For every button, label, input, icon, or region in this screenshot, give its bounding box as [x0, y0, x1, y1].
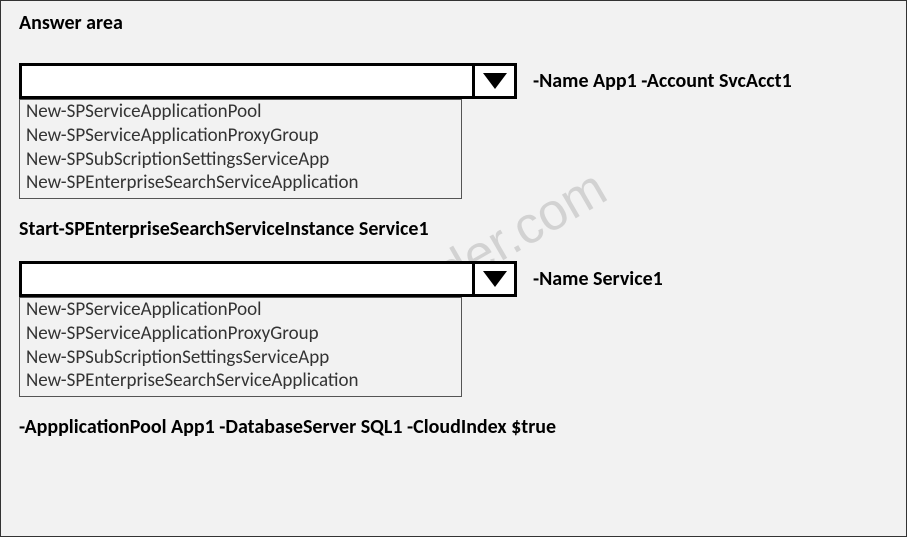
dropdown-1-option[interactable]: New-SPServiceApplicationProxyGroup [26, 124, 455, 148]
dropdown-2-suffix: -Name Service1 [533, 267, 663, 291]
dropdown-1-option[interactable]: New-SPEnterpriseSearchServiceApplication [26, 171, 455, 195]
dropdown-2-selected [22, 264, 472, 294]
dropdown-1-options: New-SPServiceApplicationPool New-SPServi… [19, 99, 462, 199]
dropdown-1-option[interactable]: New-SPSubScriptionSettingsServiceApp [26, 148, 455, 172]
code-line-1: Start-SPEnterpriseSearchServiceInstance … [19, 217, 888, 241]
dropdown-2-option[interactable]: New-SPServiceApplicationPool [26, 298, 455, 322]
dropdown-1-arrow-cell[interactable] [472, 66, 514, 96]
page-title: Answer area [19, 11, 888, 35]
dropdown-1-option[interactable]: New-SPServiceApplicationPool [26, 100, 455, 124]
dropdown-2-arrow-cell[interactable] [472, 264, 514, 294]
dropdown-1-selected [22, 66, 472, 96]
dropdown-2-option[interactable]: New-SPServiceApplicationProxyGroup [26, 322, 455, 346]
code-line-2: -AppplicationPool App1 -DatabaseServer S… [19, 415, 888, 439]
dropdown-row-1: -Name App1 -Account SvcAcct1 [19, 63, 888, 99]
dropdown-2-options: New-SPServiceApplicationPool New-SPServi… [19, 297, 462, 397]
dropdown-2-option[interactable]: New-SPSubScriptionSettingsServiceApp [26, 346, 455, 370]
dropdown-row-2: -Name Service1 [19, 261, 888, 297]
dropdown-1-suffix: -Name App1 -Account SvcAcct1 [533, 69, 792, 93]
dropdown-2-option[interactable]: New-SPEnterpriseSearchServiceApplication [26, 369, 455, 393]
dropdown-arrow-icon [483, 73, 507, 89]
dropdown-1[interactable] [19, 63, 517, 99]
content-area: Answer area -Name App1 -Account SvcAcct1… [19, 11, 888, 439]
dropdown-arrow-icon [483, 271, 507, 287]
dropdown-2[interactable] [19, 261, 517, 297]
